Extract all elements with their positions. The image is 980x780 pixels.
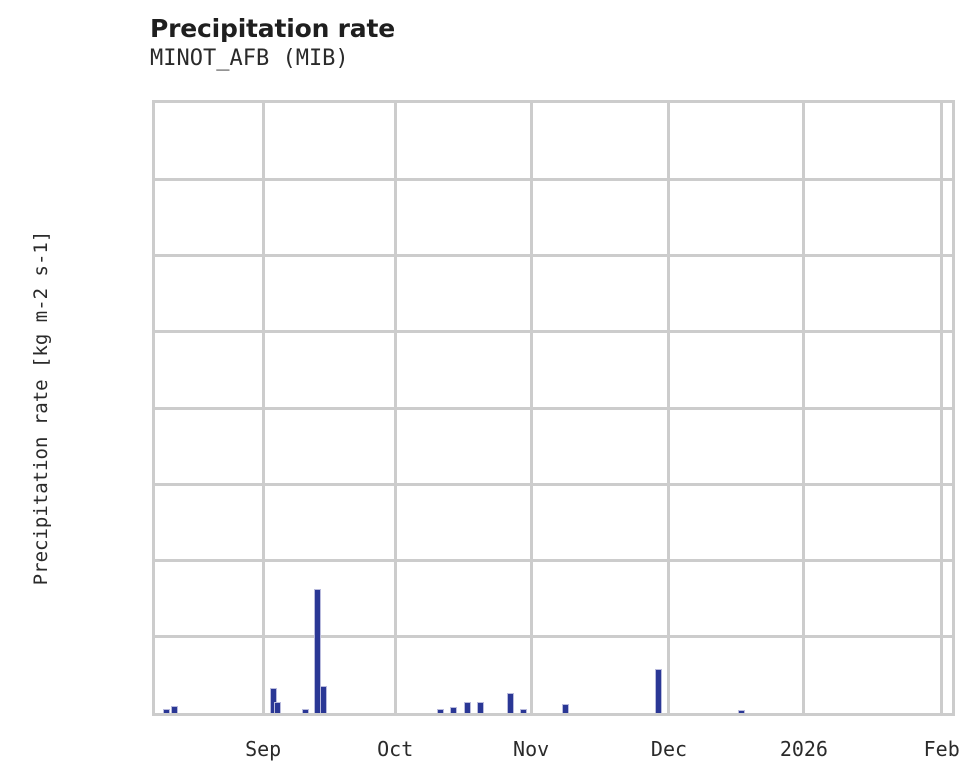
gridline-vertical <box>667 103 671 713</box>
bar <box>520 708 528 713</box>
gridline-vertical <box>261 103 265 713</box>
y-axis-label: Precipitation rate [kg m-2 s-1] <box>30 230 52 586</box>
page-title: Precipitation rate <box>150 14 395 43</box>
bar <box>655 669 663 713</box>
bar <box>170 705 178 713</box>
gridline-horizontal <box>155 254 952 257</box>
x-tick-label: Nov <box>513 737 550 761</box>
gridline-horizontal <box>155 330 952 334</box>
plot-area <box>152 100 955 716</box>
gridline-horizontal <box>155 559 952 562</box>
gridline-horizontal <box>155 635 952 639</box>
bar <box>738 709 746 713</box>
bar <box>561 703 569 713</box>
bar <box>301 709 309 713</box>
gridline-horizontal <box>155 406 952 410</box>
bar <box>274 701 282 713</box>
x-tick-label: Feb <box>923 737 960 761</box>
gridline-vertical <box>393 103 397 713</box>
bar <box>476 702 484 713</box>
x-tick-label: 2026 <box>779 737 828 761</box>
gridline-vertical <box>802 103 806 713</box>
gridline-vertical <box>940 103 944 713</box>
bar <box>313 589 321 713</box>
x-tick-label: Dec <box>650 737 688 761</box>
gridline-horizontal <box>155 177 952 181</box>
title-block: Precipitation rate MINOT_AFB (MIB) <box>150 14 850 73</box>
plot-inner <box>155 103 952 713</box>
chart-subtitle: MINOT_AFB (MIB) <box>150 46 349 71</box>
bar <box>449 706 457 713</box>
gridline-vertical <box>529 103 533 713</box>
x-tick-label: Oct <box>377 737 414 761</box>
bar <box>436 709 444 713</box>
bar <box>463 701 471 713</box>
bar <box>507 693 515 713</box>
bar <box>270 688 278 713</box>
x-tick-label: Sep <box>245 737 282 761</box>
bar <box>319 685 327 713</box>
bar <box>162 708 170 713</box>
gridline-horizontal <box>155 482 952 486</box>
